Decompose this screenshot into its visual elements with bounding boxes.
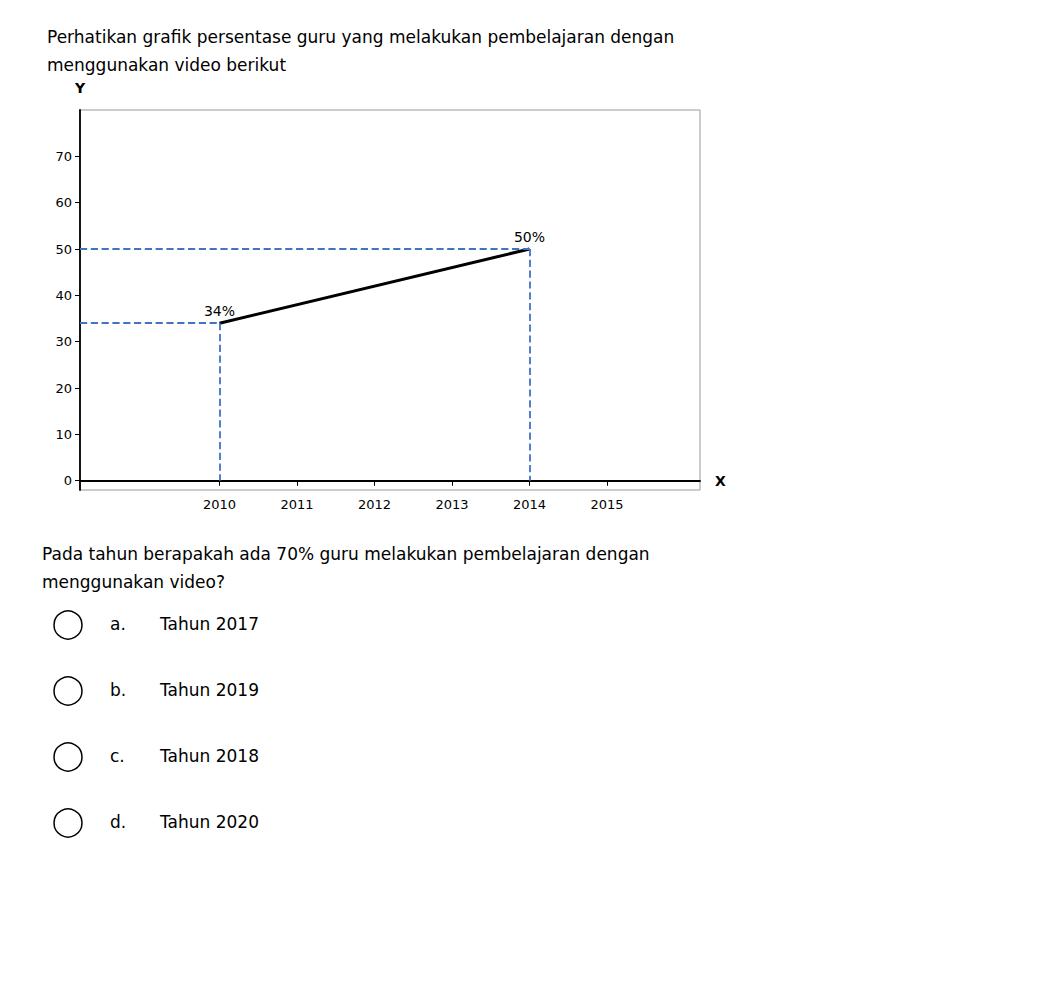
- svg-text:Tahun 2018: Tahun 2018: [159, 746, 259, 766]
- svg-text:50%: 50%: [514, 229, 545, 245]
- svg-text:menggunakan video?: menggunakan video?: [42, 572, 225, 592]
- svg-text:2011: 2011: [280, 497, 313, 512]
- svg-text:2014: 2014: [513, 497, 546, 512]
- svg-text:Pada tahun berapakah ada 70% g: Pada tahun berapakah ada 70% guru melaku…: [42, 544, 650, 564]
- svg-text:Tahun 2020: Tahun 2020: [159, 812, 259, 832]
- svg-text:2015: 2015: [590, 497, 623, 512]
- svg-text:40: 40: [55, 288, 72, 303]
- svg-text:Tahun 2017: Tahun 2017: [159, 614, 259, 634]
- svg-text:Y: Y: [74, 80, 86, 96]
- svg-text:60: 60: [55, 195, 72, 210]
- svg-text:d.: d.: [110, 812, 126, 832]
- svg-text:70: 70: [55, 149, 72, 164]
- svg-text:2010: 2010: [203, 497, 236, 512]
- svg-text:2012: 2012: [358, 497, 391, 512]
- svg-text:10: 10: [55, 427, 72, 442]
- svg-text:34%: 34%: [204, 303, 235, 319]
- svg-text:X: X: [715, 473, 726, 489]
- svg-text:30: 30: [55, 334, 72, 349]
- svg-text:Perhatikan grafik persentase g: Perhatikan grafik persentase guru yang m…: [47, 27, 674, 47]
- svg-text:c.: c.: [110, 746, 125, 766]
- svg-text:0: 0: [64, 473, 72, 488]
- svg-text:20: 20: [55, 381, 72, 396]
- svg-text:b.: b.: [110, 680, 126, 700]
- svg-text:Tahun 2019: Tahun 2019: [159, 680, 259, 700]
- svg-text:menggunakan video berikut: menggunakan video berikut: [47, 55, 286, 75]
- svg-text:a.: a.: [110, 614, 126, 634]
- svg-text:2013: 2013: [435, 497, 468, 512]
- svg-text:50: 50: [55, 242, 72, 257]
